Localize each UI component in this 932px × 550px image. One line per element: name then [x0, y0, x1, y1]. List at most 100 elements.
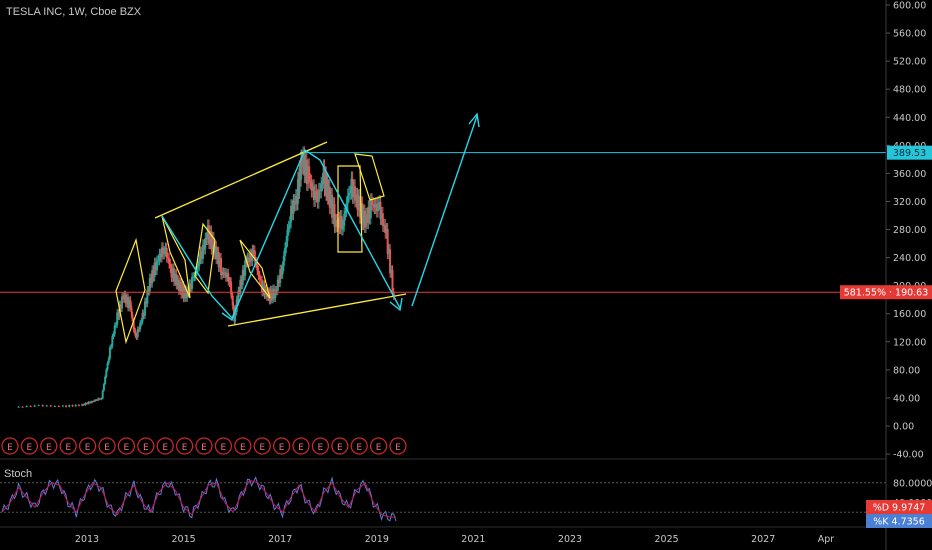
candle-body — [191, 276, 194, 289]
candle-body — [131, 312, 134, 318]
candle-body — [135, 335, 138, 338]
candle-body — [256, 263, 259, 271]
candle-body — [275, 290, 278, 292]
candle-body — [188, 283, 191, 294]
candle-body — [175, 273, 178, 286]
candle-body — [61, 405, 64, 407]
earnings-letter: E — [376, 443, 382, 453]
candle-body — [104, 376, 107, 385]
earnings-marker — [137, 437, 155, 455]
earnings-marker — [78, 437, 97, 455]
candle-body — [384, 224, 387, 234]
earnings-letter: E — [65, 443, 71, 453]
resistance-price-tag-bg — [887, 145, 932, 160]
candle-body — [241, 269, 244, 285]
candle-body — [358, 196, 361, 218]
candle-body — [147, 290, 150, 292]
earnings-marker — [369, 437, 388, 455]
candle-body — [226, 273, 229, 278]
candle-body — [252, 250, 255, 252]
candle-body — [141, 312, 144, 322]
candle-body — [368, 206, 371, 219]
earnings-marker — [156, 437, 174, 455]
candle-body — [287, 226, 290, 230]
candle-body — [108, 347, 111, 359]
candle-body — [343, 214, 346, 226]
candle-body — [316, 195, 319, 202]
candle-body — [121, 296, 124, 309]
candle-body — [33, 405, 36, 407]
candle-body — [131, 317, 134, 322]
earnings-marker — [253, 437, 271, 455]
candle-body — [363, 210, 366, 228]
candle-body — [185, 288, 188, 299]
candle-body — [239, 279, 242, 294]
candle-body — [124, 294, 127, 304]
candle-body — [113, 325, 116, 335]
candle-body — [327, 186, 330, 198]
candle-body — [387, 249, 390, 254]
earnings-marker — [389, 437, 407, 455]
candle-body — [234, 308, 237, 322]
earnings-marker — [20, 437, 39, 455]
candle-body — [82, 404, 85, 406]
candle-body — [374, 204, 377, 208]
candle-body — [247, 257, 250, 262]
earnings-letter: E — [182, 443, 188, 453]
candle-body — [341, 225, 344, 230]
candle-body — [304, 160, 307, 176]
candle-body — [386, 228, 389, 254]
candle-body — [142, 312, 145, 316]
candle-body — [146, 290, 149, 304]
earnings-marker — [350, 437, 368, 455]
earnings-marker — [311, 437, 330, 455]
price-tags: 389.53 581.55% · 190.63 %D 9.9747 %K 4.7356 — [840, 145, 932, 528]
candle-body — [153, 262, 156, 278]
earnings-marker — [214, 437, 233, 455]
candle-body — [98, 398, 101, 400]
candle-body — [319, 189, 322, 192]
earnings-letter: E — [162, 443, 168, 453]
candle-body — [165, 247, 168, 258]
candle-body — [383, 224, 386, 227]
y-tick-label: 360.00 — [893, 169, 926, 180]
time-axis[interactable]: 2013 2015 2017 2019 2021 2023 2025 2027 Apr — [75, 534, 834, 545]
candle-body — [242, 269, 245, 276]
candle-body — [369, 200, 372, 219]
candle-body — [311, 186, 314, 191]
candle-body — [232, 305, 235, 311]
candle-body — [300, 157, 303, 180]
candle-body — [87, 401, 90, 405]
y-tick-label: 280.00 — [893, 225, 926, 236]
candle-body — [65, 405, 68, 407]
candle-body — [309, 180, 312, 183]
y-tick-label: 440.00 — [893, 113, 926, 124]
candle-body — [29, 406, 32, 408]
yellow-pattern — [337, 165, 363, 253]
candle-body — [346, 195, 349, 204]
grid-lines — [0, 458, 932, 528]
candle-body — [134, 330, 137, 336]
earnings-letter: E — [221, 443, 227, 453]
y-tick-label: 520.00 — [893, 57, 926, 68]
y-tick-label: 0.00 — [893, 422, 914, 433]
y-tick-label: 120.00 — [893, 337, 926, 348]
x-tick-label: 2019 — [365, 534, 389, 545]
candle-body — [378, 202, 381, 204]
earnings-letter: E — [104, 443, 110, 453]
candle-body — [361, 203, 364, 225]
candle-body — [372, 203, 375, 206]
candle-body — [160, 247, 163, 258]
candle-body — [300, 157, 303, 167]
candle-body — [373, 205, 376, 208]
stoch-k-tag: %K 4.7356 — [866, 514, 932, 528]
candle-body — [340, 216, 343, 230]
earnings-marker — [117, 437, 136, 455]
price-axis[interactable]: 600.00560.00520.00480.00440.00400.00360.… — [885, 0, 932, 550]
candle-body — [151, 269, 154, 284]
candle-body — [89, 401, 92, 403]
candle-body — [53, 405, 56, 407]
candle-body — [367, 206, 370, 223]
